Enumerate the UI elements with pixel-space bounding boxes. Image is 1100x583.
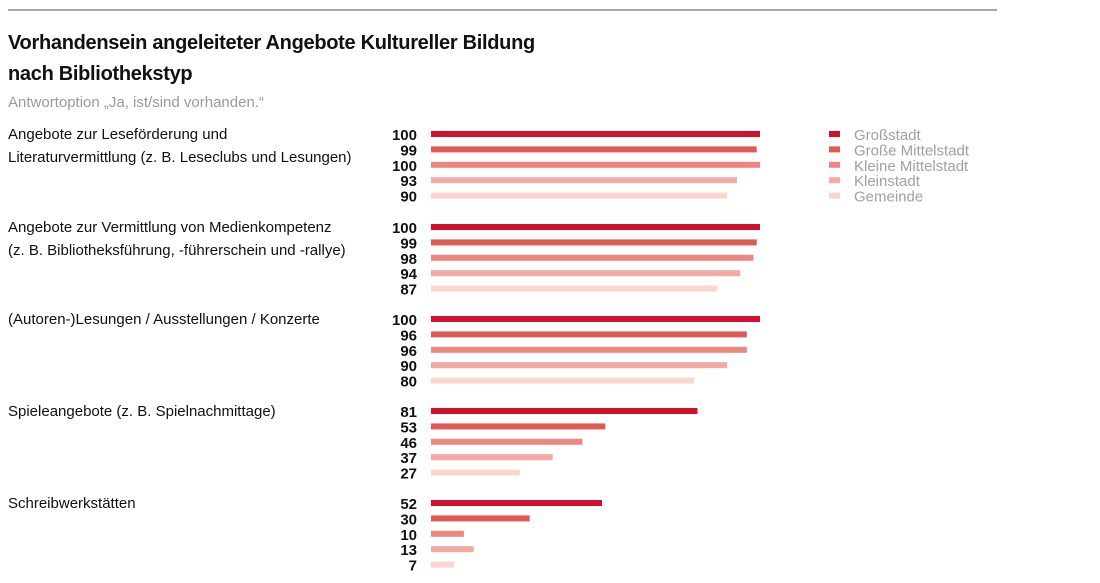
data-label: 96 bbox=[400, 327, 417, 344]
category-label: Angebote zur Vermittlung von Medienkompe… bbox=[8, 219, 332, 236]
bar bbox=[431, 530, 464, 537]
data-label: 53 bbox=[400, 419, 417, 436]
data-label: 100 bbox=[392, 220, 417, 237]
bar bbox=[431, 161, 760, 168]
bar bbox=[431, 224, 760, 230]
data-label: 52 bbox=[400, 496, 417, 513]
title-line-2: nach Bibliothekstyp bbox=[8, 63, 193, 85]
legend-swatch bbox=[829, 177, 840, 184]
chart-title: Vorhandensein angeleiteter Angebote Kult… bbox=[8, 28, 535, 90]
data-label: 99 bbox=[400, 235, 417, 252]
legend-label: Große Mittelstadt bbox=[854, 142, 970, 159]
data-label: 37 bbox=[400, 450, 417, 467]
bar bbox=[431, 131, 760, 137]
bar bbox=[431, 254, 754, 261]
bar bbox=[431, 500, 603, 506]
bar bbox=[431, 469, 520, 476]
category-label: (Autoren-)Lesungen / Ausstellungen / Kon… bbox=[8, 311, 320, 328]
data-label: 99 bbox=[400, 142, 417, 159]
data-label: 81 bbox=[400, 404, 417, 421]
bar bbox=[431, 362, 728, 369]
bar bbox=[431, 177, 737, 184]
data-label: 30 bbox=[400, 511, 417, 528]
legend-label: Gemeinde bbox=[854, 189, 923, 206]
bar bbox=[431, 408, 698, 414]
data-label: 80 bbox=[400, 374, 417, 391]
legend-swatch bbox=[829, 161, 840, 168]
category-label: Angebote zur Leseförderung und bbox=[8, 126, 227, 143]
top-rule bbox=[8, 9, 997, 11]
bar bbox=[431, 270, 741, 277]
data-label: 98 bbox=[400, 251, 417, 268]
category-label: Literaturvermittlung (z. B. Leseclubs un… bbox=[8, 149, 352, 166]
legend-label: Kleine Mittelstadt bbox=[854, 158, 969, 175]
bar bbox=[431, 546, 474, 553]
bar bbox=[431, 192, 728, 199]
category-label: Schreibwerkstätten bbox=[8, 495, 136, 512]
bar bbox=[431, 146, 757, 153]
bar bbox=[431, 377, 695, 384]
data-label: 27 bbox=[400, 466, 417, 483]
legend-label: Kleinstadt bbox=[854, 173, 921, 190]
bar bbox=[431, 331, 747, 338]
legend-swatch bbox=[829, 131, 840, 137]
category-label: (z. B. Bibliotheksführung, -führerschein… bbox=[8, 242, 346, 259]
legend-label: Großstadt bbox=[854, 127, 922, 144]
bar bbox=[431, 438, 583, 445]
data-label: 94 bbox=[400, 266, 417, 283]
data-label: 10 bbox=[400, 527, 417, 544]
data-label: 100 bbox=[392, 158, 417, 175]
data-label: 90 bbox=[400, 189, 417, 206]
category-label: Spieleangebote (z. B. Spielnachmittage) bbox=[8, 403, 276, 420]
data-label: 7 bbox=[409, 558, 417, 575]
data-label: 87 bbox=[400, 282, 417, 299]
data-label: 93 bbox=[400, 173, 417, 190]
chart-subtitle: Antwortoption „Ja, ist/sind vorhanden.“ bbox=[8, 94, 264, 111]
data-label: 90 bbox=[400, 358, 417, 375]
data-label: 96 bbox=[400, 343, 417, 360]
title-line-1: Vorhandensein angeleiteter Angebote Kult… bbox=[8, 32, 535, 54]
data-label: 100 bbox=[392, 312, 417, 329]
legend-swatch bbox=[829, 146, 840, 153]
bar bbox=[431, 515, 530, 522]
bar bbox=[431, 346, 747, 353]
data-label: 46 bbox=[400, 435, 417, 452]
bar bbox=[431, 239, 757, 246]
bar bbox=[431, 561, 455, 568]
bar bbox=[431, 316, 760, 322]
bar bbox=[431, 285, 718, 292]
data-label: 13 bbox=[400, 542, 417, 559]
bar bbox=[431, 454, 553, 461]
bar bbox=[431, 423, 606, 430]
data-label: 100 bbox=[392, 127, 417, 144]
legend-swatch bbox=[829, 192, 840, 199]
